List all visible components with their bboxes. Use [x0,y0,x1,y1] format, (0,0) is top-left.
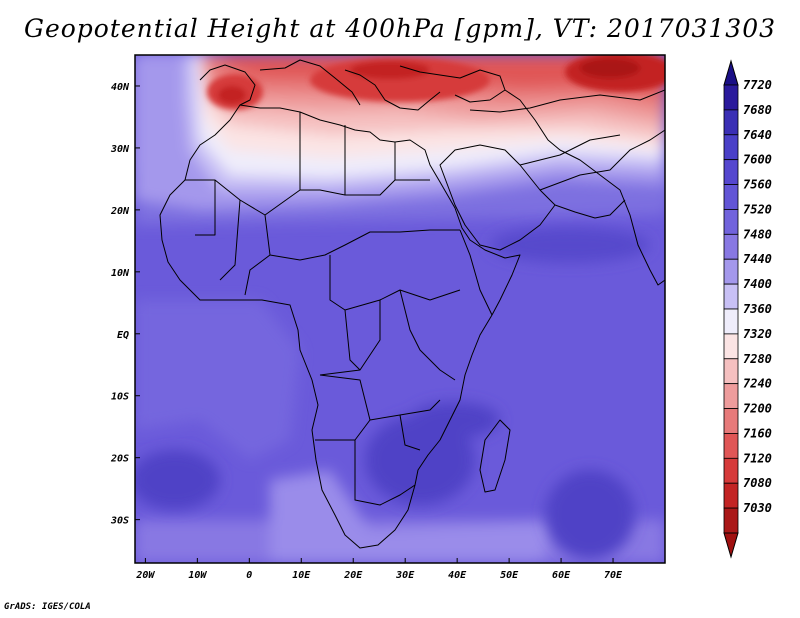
colorbar-label: 7480 [743,227,772,241]
colorbar-label: 7030 [743,501,772,515]
colorbar-label: 7640 [743,128,772,142]
x-tick-label: 40E [448,570,467,581]
y-tick-label: 40N [111,82,130,93]
colorbar-label: 7080 [743,476,772,490]
colorbar-swatch [723,383,739,409]
colorbar-label: 7240 [743,377,772,391]
y-tick-label: EQ [117,330,129,341]
colorbar-label: 7200 [743,402,772,416]
y-tick-label: 30S [110,516,129,527]
x-tick-label: 50E [500,570,519,581]
y-tick-label: 30N [110,144,130,155]
colorbar-label: 7160 [743,426,772,440]
colorbar-label: 7280 [743,352,772,366]
x-tick-label: 70E [604,570,623,581]
colorbar-label: 7440 [743,252,772,266]
colorbar-swatch [723,159,739,185]
colorbar-swatch [723,457,739,484]
grads-credit: GrADS: IGES/COLA [4,602,91,612]
colorbar-label: 7680 [743,103,772,117]
coastlines [159,59,665,549]
y-tick-label: 10N [111,268,130,279]
colorbar-swatch [723,84,739,111]
colorbar-label: 7520 [743,202,772,216]
x-tick-label: 30E [395,570,415,581]
height-field [135,55,665,563]
colorbar-label: 7400 [743,277,772,291]
y-tick-label: 20N [110,206,130,217]
colorbar-label: 7560 [743,178,772,192]
colorbar-label: 7320 [743,327,772,341]
colorbar-label: 7600 [743,153,772,167]
colorbar-swatch [723,258,739,285]
colorbar-swatch [723,507,739,534]
colorbar-swatch [723,433,739,459]
plot-frame [134,54,666,564]
x-axis: 20W 10W 0 10E 20E 30E 40E 50E 60E 70E [135,558,623,581]
colorbar: 7720 7680 7640 7600 7560 7520 7480 7440 7400 7360… [723,59,772,559]
colorbar-swatch [723,184,739,210]
x-tick-label: 20W [135,570,155,581]
x-tick-label: 60E [552,570,571,581]
colorbar-label: 7120 [743,451,772,465]
colorbar-swatch [723,283,739,310]
colorbar-swatch [723,308,739,335]
y-tick-label: 10S [111,392,129,403]
colorbar-swatch [723,209,739,235]
map-title: Geopotential Height at 400hPa [gpm], VT:… [23,14,777,43]
colorbar-swatch [723,482,739,509]
colorbar-swatch [723,408,739,434]
colorbar-swatch [723,233,739,260]
colorbar-swatch [723,333,739,360]
x-tick-label: 20E [343,570,363,581]
colorbar-top-arrow [723,59,739,86]
x-tick-label: 0 [246,570,252,581]
colorbar-label: 7360 [743,302,772,316]
y-axis: 40N 30N 20N 10N EQ 10S 20S 30S [110,82,140,527]
colorbar-bottom-arrow [723,532,739,559]
colorbar-swatch [723,358,739,385]
x-tick-label: 10E [292,570,311,581]
colorbar-label: 7720 [743,78,772,92]
colorbar-swatch [723,134,739,161]
colorbar-swatch [723,109,739,136]
y-tick-label: 20S [110,454,129,465]
x-tick-label: 10W [188,570,207,581]
